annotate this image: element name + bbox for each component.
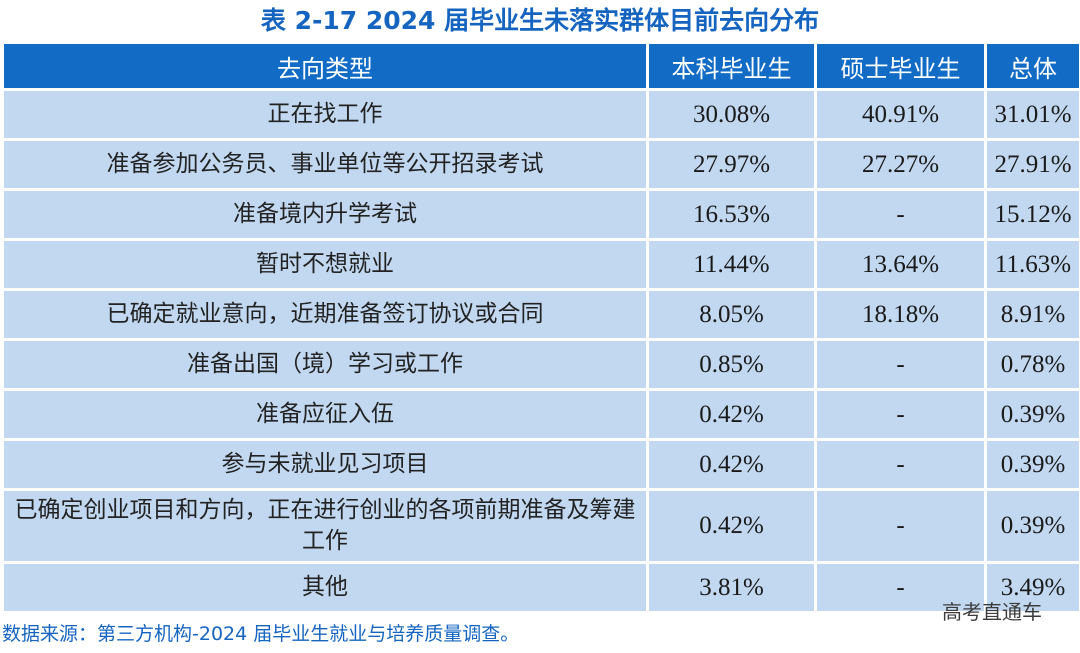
- cell-total: 0.78%: [987, 341, 1079, 388]
- cell-type: 准备境内升学考试: [4, 191, 646, 238]
- cell-undergrad: 3.81%: [649, 564, 814, 611]
- watermark: 高考直通车: [942, 600, 1042, 624]
- cell-total: 11.63%: [987, 241, 1079, 288]
- cell-type: 准备应征入伍: [4, 391, 646, 438]
- table-row: 暂时不想就业 11.44% 13.64% 11.63%: [4, 241, 1079, 288]
- cell-master: -: [817, 191, 984, 238]
- table-row: 准备参加公务员、事业单位等公开招录考试 27.97% 27.27% 27.91%: [4, 141, 1079, 188]
- cell-undergrad: 0.85%: [649, 341, 814, 388]
- table-row: 其他 3.81% - 3.49%: [4, 564, 1079, 611]
- cell-master: -: [817, 391, 984, 438]
- table-row: 准备境内升学考试 16.53% - 15.12%: [4, 191, 1079, 238]
- cell-type: 已确定就业意向，近期准备签订协议或合同: [4, 291, 646, 338]
- cell-type: 暂时不想就业: [4, 241, 646, 288]
- cell-master: 40.91%: [817, 91, 984, 138]
- table-row: 准备出国（境）学习或工作 0.85% - 0.78%: [4, 341, 1079, 388]
- cell-undergrad: 0.42%: [649, 441, 814, 488]
- cell-total: 0.39%: [987, 391, 1079, 438]
- cell-type: 其他: [4, 564, 646, 611]
- table-title: 表 2-17 2024 届毕业生未落实群体目前去向分布: [260, 6, 820, 35]
- destination-table: 去向类型 本科毕业生 硕士毕业生 总体 正在找工作 30.08% 40.91% …: [1, 41, 1080, 614]
- cell-total: 27.91%: [987, 141, 1079, 188]
- table-row: 准备应征入伍 0.42% - 0.39%: [4, 391, 1079, 438]
- cell-undergrad: 30.08%: [649, 91, 814, 138]
- table-row: 已确定创业项目和方向，正在进行创业的各项前期准备及筹建工作 0.42% - 0.…: [4, 491, 1079, 561]
- cell-master: -: [817, 491, 984, 561]
- cell-master: 13.64%: [817, 241, 984, 288]
- header-total: 总体: [987, 44, 1079, 88]
- cell-master: -: [817, 341, 984, 388]
- cell-total: 31.01%: [987, 91, 1079, 138]
- cell-type: 参与未就业见习项目: [4, 441, 646, 488]
- table-row: 参与未就业见习项目 0.42% - 0.39%: [4, 441, 1079, 488]
- data-source-note: 数据来源：第三方机构-2024 届毕业生就业与培养质量调查。: [2, 623, 520, 645]
- header-undergraduate: 本科毕业生: [649, 44, 814, 88]
- table-row: 已确定就业意向，近期准备签订协议或合同 8.05% 18.18% 8.91%: [4, 291, 1079, 338]
- cell-type: 已确定创业项目和方向，正在进行创业的各项前期准备及筹建工作: [4, 491, 646, 561]
- table-header-row: 去向类型 本科毕业生 硕士毕业生 总体: [4, 44, 1079, 88]
- cell-master: -: [817, 441, 984, 488]
- table-row: 正在找工作 30.08% 40.91% 31.01%: [4, 91, 1079, 138]
- cell-master: 27.27%: [817, 141, 984, 188]
- cell-master: -: [817, 564, 984, 611]
- cell-undergrad: 8.05%: [649, 291, 814, 338]
- cell-type: 准备参加公务员、事业单位等公开招录考试: [4, 141, 646, 188]
- header-master: 硕士毕业生: [817, 44, 984, 88]
- cell-undergrad: 27.97%: [649, 141, 814, 188]
- cell-undergrad: 0.42%: [649, 491, 814, 561]
- cell-total: 8.91%: [987, 291, 1079, 338]
- cell-total: 3.49%: [987, 564, 1079, 611]
- cell-total: 0.39%: [987, 491, 1079, 561]
- header-destination-type: 去向类型: [4, 44, 646, 88]
- cell-master: 18.18%: [817, 291, 984, 338]
- cell-undergrad: 16.53%: [649, 191, 814, 238]
- cell-type: 正在找工作: [4, 91, 646, 138]
- cell-type: 准备出国（境）学习或工作: [4, 341, 646, 388]
- cell-total: 15.12%: [987, 191, 1079, 238]
- cell-total: 0.39%: [987, 441, 1079, 488]
- cell-undergrad: 11.44%: [649, 241, 814, 288]
- cell-undergrad: 0.42%: [649, 391, 814, 438]
